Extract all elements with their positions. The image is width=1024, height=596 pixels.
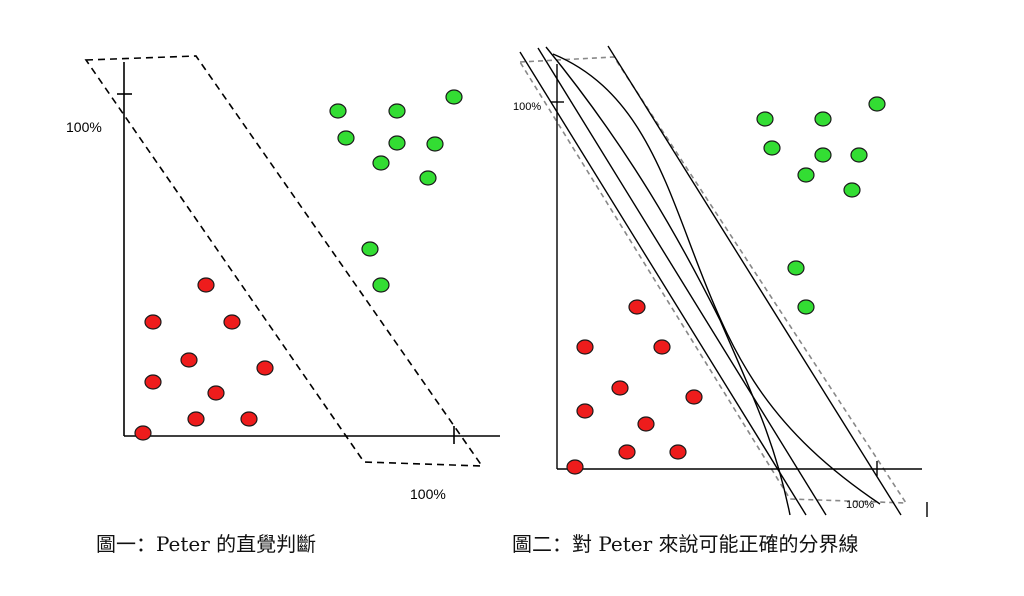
data-point-green	[337, 130, 355, 146]
data-point-red	[576, 403, 594, 419]
figure-1: 100% 100%	[66, 55, 500, 502]
boundary-line-3	[607, 45, 902, 516]
data-point-red	[566, 459, 584, 475]
data-point-green	[814, 111, 832, 127]
data-point-green	[372, 277, 390, 293]
data-point-red	[653, 339, 671, 355]
data-point-red	[618, 444, 636, 460]
boundary-curve-2	[552, 53, 881, 505]
data-point-green	[372, 155, 390, 171]
figure-1-caption: 圖一：Peter 的直覺判斷	[96, 532, 317, 556]
data-point-red	[134, 425, 152, 441]
dashed-margin-band-gray	[518, 56, 908, 504]
dashed-margin-band	[84, 55, 484, 467]
data-point-red	[240, 411, 258, 427]
data-point-green	[850, 147, 868, 163]
data-point-green	[868, 96, 886, 112]
data-point-green	[445, 89, 463, 105]
red-points	[134, 277, 274, 441]
y-axis-label: 100%	[66, 119, 102, 135]
data-point-green	[814, 147, 832, 163]
y-axis-label: 100%	[513, 101, 541, 113]
data-point-red	[628, 299, 646, 315]
data-point-red	[144, 374, 162, 390]
data-point-green	[756, 111, 774, 127]
data-point-red	[576, 339, 594, 355]
data-point-red	[144, 314, 162, 330]
data-point-green	[426, 136, 444, 152]
data-point-green	[843, 182, 861, 198]
candidate-boundaries	[519, 45, 902, 516]
boundary-line-1	[519, 51, 807, 516]
green-points	[329, 89, 463, 293]
data-point-red	[256, 360, 274, 376]
data-point-green	[388, 135, 406, 151]
data-point-red	[187, 411, 205, 427]
x-axis-label: 100%	[846, 499, 874, 511]
x-axis-label: 100%	[410, 486, 446, 502]
data-point-green	[329, 103, 347, 119]
figure-2: 100% 100%	[513, 45, 928, 517]
data-point-green	[797, 299, 815, 315]
data-point-green	[763, 140, 781, 156]
data-point-green	[388, 103, 406, 119]
red-points	[566, 299, 703, 475]
data-point-red	[207, 385, 225, 401]
data-point-red	[197, 277, 215, 293]
figure-2-caption: 圖二：對 Peter 來說可能正確的分界線	[512, 532, 859, 556]
data-point-red	[223, 314, 241, 330]
data-point-green	[419, 170, 437, 186]
data-point-red	[669, 444, 687, 460]
green-points	[756, 96, 886, 315]
data-point-red	[611, 380, 629, 396]
data-point-green	[797, 167, 815, 183]
data-point-red	[637, 416, 655, 432]
boundary-line-2	[537, 47, 827, 516]
data-point-green	[361, 241, 379, 257]
data-point-red	[180, 352, 198, 368]
data-point-green	[787, 260, 805, 276]
boundary-curve-1	[545, 46, 791, 516]
data-point-red	[685, 389, 703, 405]
